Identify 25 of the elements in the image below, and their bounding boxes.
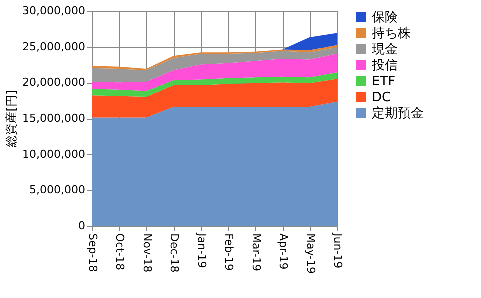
y-axis-title: 総資産[円] — [4, 90, 19, 149]
legend-label: DC — [372, 90, 392, 106]
y-tick-label: 25,000,000 — [22, 40, 86, 54]
legend-label: 現金 — [372, 42, 398, 58]
y-tick-label: 10,000,000 — [22, 148, 86, 161]
x-tick-label: Sep-18 — [86, 234, 100, 272]
x-tick-label: Feb-19 — [222, 234, 236, 271]
x-tick-label: Jan-19 — [195, 232, 208, 268]
y-tick-label: 0 — [78, 220, 86, 232]
legend-label: 持ち株 — [372, 26, 411, 42]
legend-label: ETF — [372, 74, 396, 90]
y-tick-label: 30,000,000 — [22, 4, 86, 18]
x-tick-label: Oct-18 — [114, 234, 127, 270]
legend-label: 保険 — [372, 10, 398, 26]
legend-label: 投信 — [371, 58, 398, 74]
y-tick-label: 15,000,000 — [22, 112, 86, 125]
x-tick-label: Apr-19 — [277, 234, 290, 270]
y-tick-label: 5,000,000 — [30, 184, 86, 197]
x-tick-label: May-19 — [304, 234, 318, 274]
legend-label: 定期預金 — [372, 106, 424, 122]
x-tick-label: Mar-19 — [250, 234, 263, 272]
x-tick-label: Nov-18 — [140, 234, 154, 273]
x-tick-label: Jun-19 — [332, 232, 344, 269]
y-tick-label: 20,000,000 — [22, 76, 86, 90]
x-tick-label: Dec-18 — [168, 234, 182, 273]
